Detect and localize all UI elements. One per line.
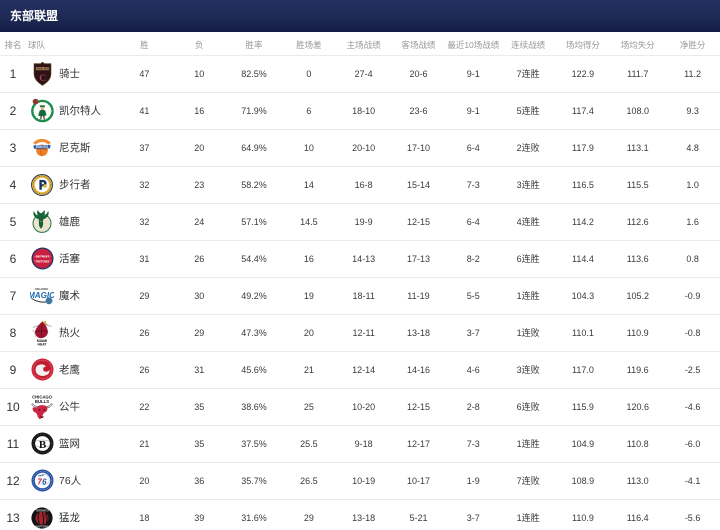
svg-text:HEAT: HEAT xyxy=(38,342,48,346)
svg-text:PISTONS: PISTONS xyxy=(35,259,49,263)
svg-text:CAVALIERS: CAVALIERS xyxy=(34,66,50,70)
svg-text:MAGIC: MAGIC xyxy=(30,290,54,299)
svg-text:MIAMI: MIAMI xyxy=(37,339,48,343)
svg-text:DETROIT: DETROIT xyxy=(35,255,49,259)
svg-text:C: C xyxy=(39,74,46,84)
svg-text:BULLS: BULLS xyxy=(35,399,49,404)
svg-text:KNICKS: KNICKS xyxy=(36,145,49,149)
svg-text:CHICAGO: CHICAGO xyxy=(32,394,53,399)
svg-text:B: B xyxy=(38,439,46,451)
svg-text:RAPTORS: RAPTORS xyxy=(35,524,48,528)
svg-text:ORLANDO: ORLANDO xyxy=(35,286,49,290)
svg-text:6: 6 xyxy=(42,478,47,487)
svg-text:7: 7 xyxy=(37,478,42,487)
svg-text:TORONTO: TORONTO xyxy=(35,508,48,512)
